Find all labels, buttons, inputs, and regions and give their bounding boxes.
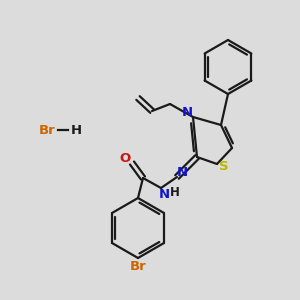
Text: H: H	[70, 124, 82, 136]
Text: S: S	[219, 160, 229, 173]
Text: N: N	[158, 188, 169, 200]
Text: O: O	[119, 152, 130, 166]
Text: N: N	[182, 106, 193, 118]
Text: Br: Br	[39, 124, 56, 136]
Text: H: H	[170, 187, 180, 200]
Text: Br: Br	[130, 260, 146, 274]
Text: N: N	[176, 166, 188, 178]
